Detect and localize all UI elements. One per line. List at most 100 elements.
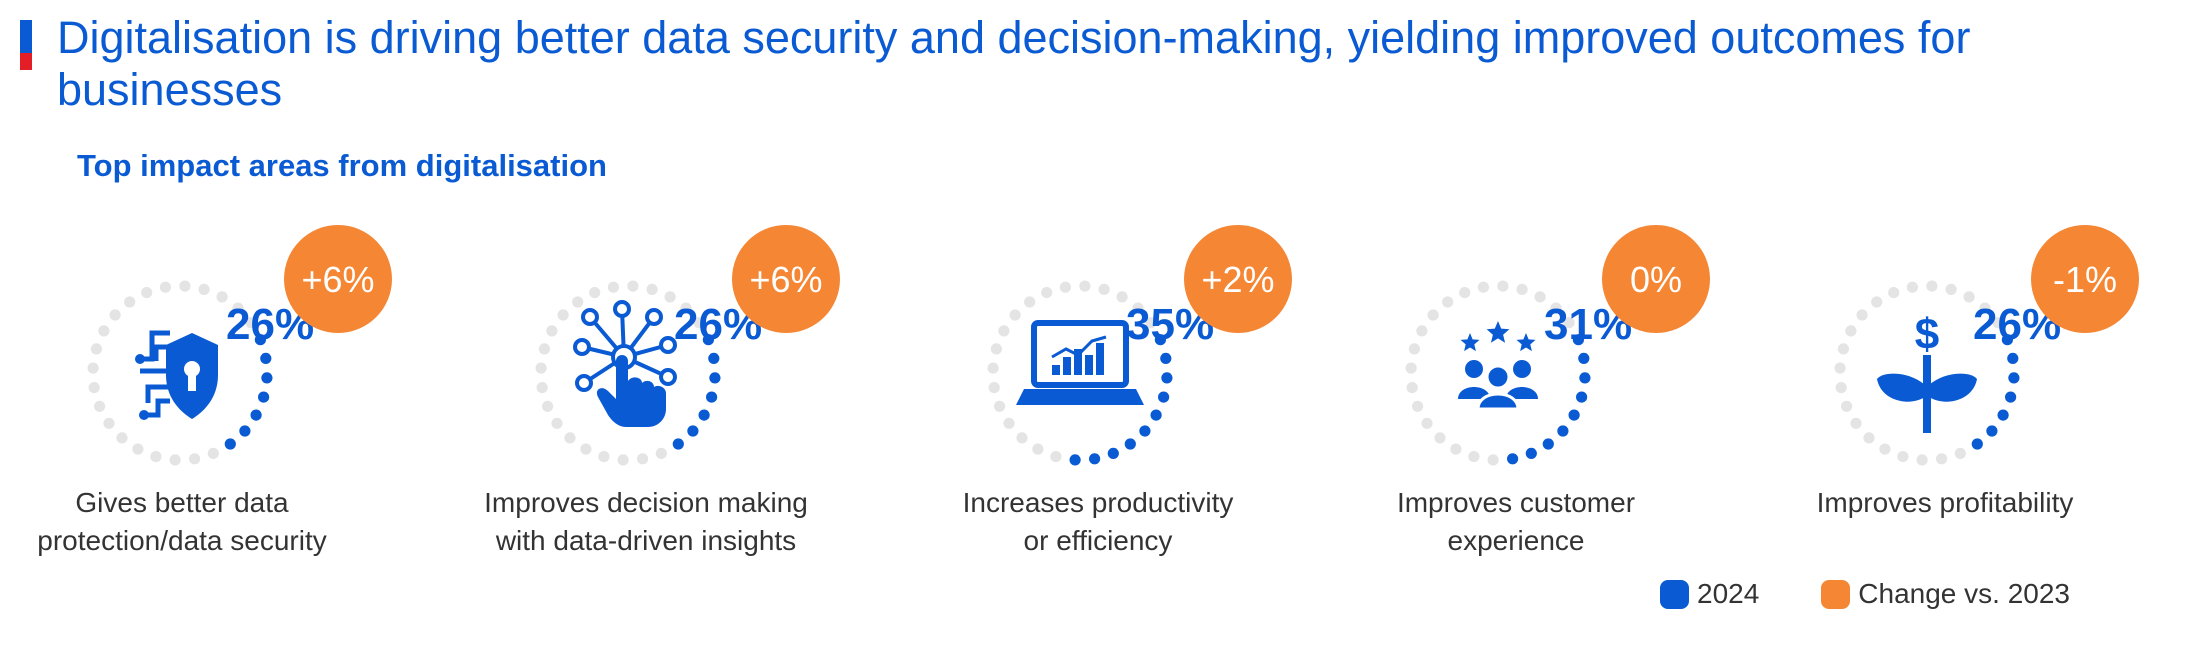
title-accent-blue: [20, 20, 32, 53]
person-head: [1465, 360, 1483, 378]
progress-dot-empty: [103, 417, 115, 429]
progress-dot-filled: [706, 391, 718, 403]
progress-dot-empty: [1879, 443, 1891, 455]
progress-dot-empty: [88, 382, 100, 394]
progress-dot-empty: [1442, 296, 1454, 308]
star-icon: [1516, 333, 1536, 352]
progress-dot-empty: [693, 317, 705, 329]
change-badge: [284, 225, 392, 333]
progress-dot-empty: [1954, 447, 1966, 459]
progress-dot-empty: [655, 447, 667, 459]
progress-dot-empty: [1845, 325, 1857, 337]
progress-dot-empty: [1563, 317, 1575, 329]
progress-dot-empty: [538, 343, 551, 355]
progress-dot-empty: [1534, 291, 1546, 303]
progress-dot-empty: [1841, 400, 1853, 412]
progress-dot-empty: [1116, 291, 1128, 303]
progress-dot-empty: [646, 283, 658, 295]
progress-dot-filled: [1572, 334, 1584, 346]
progress-dot-empty: [1132, 302, 1144, 314]
chart-legend: 2024 Change vs. 2023: [1660, 578, 2132, 610]
progress-dot-empty: [1516, 283, 1528, 295]
title-accent-bar: [20, 20, 32, 70]
money-plant-icon: $: [1877, 310, 1977, 433]
mini-bar: [1063, 357, 1071, 375]
progress-dot-empty: [598, 451, 610, 463]
progress-dot-empty: [1421, 417, 1433, 429]
progress-dot-empty: [617, 454, 629, 466]
progress-dot-empty: [189, 453, 201, 465]
progress-dot-empty: [232, 302, 244, 314]
progress-dot-empty: [90, 343, 102, 355]
progress-dot-empty: [572, 296, 584, 308]
legend-item-change: Change vs. 2023: [1821, 578, 2070, 610]
progress-dot-empty: [664, 291, 676, 303]
change-label: 0%: [1630, 259, 1682, 300]
progress-dot-empty: [1550, 302, 1562, 314]
progress-dot-empty: [94, 400, 106, 412]
progress-dot-filled: [2001, 334, 2013, 346]
progress-dot-filled: [702, 334, 715, 346]
progress-dot-filled: [2005, 391, 2017, 403]
category-label: protection/data security: [37, 525, 327, 556]
progress-dot-empty: [1024, 296, 1036, 308]
progress-dot-filled: [1160, 352, 1172, 364]
category-label: Improves profitability: [1817, 487, 2074, 518]
progress-dot-empty: [546, 325, 558, 337]
legend-swatch-2024: [1660, 579, 1689, 609]
progress-dot-empty: [124, 296, 136, 308]
mini-bar: [1052, 365, 1060, 375]
progress-dot-empty: [198, 283, 210, 295]
trend-line: [1051, 335, 1107, 359]
progress-dot-empty: [1863, 432, 1875, 444]
progress-dot-filled: [709, 372, 721, 384]
progress-dot-filled: [2008, 372, 2020, 384]
legend-item-2024: 2024: [1660, 578, 1759, 610]
category-label: or efficiency: [1024, 525, 1173, 556]
progress-dot-empty: [1145, 317, 1157, 329]
progress-dot-empty: [1032, 443, 1044, 455]
progress-dot-filled: [254, 334, 266, 346]
progress-dot-empty: [1871, 296, 1883, 308]
impact-item: $26%-1%Improves profitability: [1817, 225, 2139, 518]
progress-dot-empty: [109, 309, 121, 321]
progress-dot-empty: [1497, 280, 1509, 292]
progress-dot-filled: [1568, 409, 1580, 421]
progress-dot-empty: [1434, 432, 1446, 444]
progress-dot-empty: [680, 302, 692, 314]
mini-bar: [1096, 343, 1104, 375]
progress-dot-filled: [1139, 425, 1151, 437]
progress-dot-filled: [224, 438, 236, 450]
progress-dot-empty: [1487, 454, 1499, 466]
progress-dot-filled: [1107, 447, 1119, 459]
mini-bar: [1085, 355, 1093, 375]
progress-dot-filled: [250, 409, 262, 421]
progress-dot-empty: [990, 343, 1003, 355]
progress-dot-empty: [1945, 283, 1957, 295]
progress-dot-empty: [637, 453, 649, 465]
progress-dot-filled: [1542, 438, 1554, 450]
progress-dot-empty: [557, 309, 569, 321]
progress-dot-empty: [1416, 325, 1428, 337]
legend-swatch-change: [1821, 579, 1851, 609]
person-body: [1458, 387, 1490, 399]
progress-dot-empty: [1050, 451, 1062, 463]
plant-stem: [1923, 355, 1931, 433]
progress-dot-empty: [994, 400, 1006, 412]
circuit-node: [135, 354, 145, 364]
circuit-line: [144, 398, 170, 418]
progress-dot-filled: [1576, 391, 1588, 403]
progress-dot-filled: [1161, 372, 1173, 384]
person-body: [1506, 387, 1538, 399]
progress-dot-empty: [1059, 281, 1071, 293]
plant-leaf: [1877, 373, 1925, 402]
shield-circuit-icon: [135, 330, 218, 420]
dollar-sign: $: [1915, 310, 1939, 359]
progress-dot-filled: [1986, 425, 1998, 437]
star-icon: [1486, 321, 1510, 343]
progress-dot-empty: [1888, 287, 1900, 299]
progress-dot-empty: [536, 382, 548, 394]
progress-dot-filled: [239, 425, 251, 437]
